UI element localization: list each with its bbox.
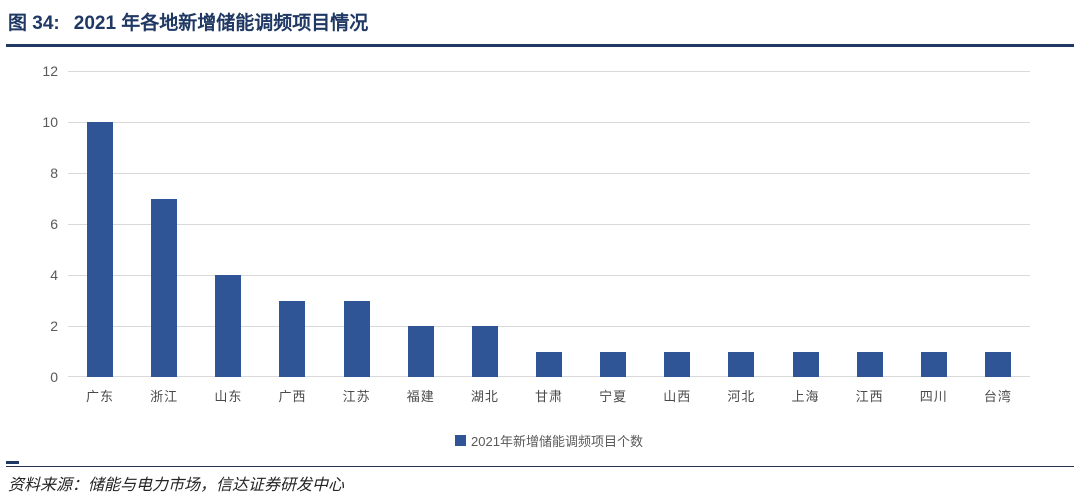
- footer-dash: [6, 461, 19, 464]
- gridline: [68, 71, 1030, 72]
- y-axis-tick-label: 12: [42, 63, 58, 79]
- gridline: [68, 224, 1030, 225]
- x-axis-label: 浙江: [150, 389, 179, 404]
- bar: [984, 351, 1011, 377]
- figure-number: 图 34:: [8, 13, 60, 34]
- y-axis-tick-label: 8: [50, 165, 58, 181]
- x-axis-label: 江西: [855, 389, 884, 404]
- chart-legend: 2021年新增储能调频项目个数: [68, 431, 1030, 450]
- bar: [471, 326, 498, 377]
- gridline: [68, 173, 1030, 174]
- x-axis-label: 四川: [919, 389, 948, 404]
- x-axis-label: 广西: [278, 389, 307, 404]
- x-axis-label: 宁夏: [599, 389, 628, 404]
- x-axis-label: 河北: [727, 389, 756, 404]
- bar: [536, 351, 562, 377]
- gridline: [68, 122, 1030, 123]
- x-axis-label: 山东: [214, 389, 243, 404]
- x-axis-label: 上海: [791, 389, 820, 404]
- x-axis-label: 广东: [86, 389, 115, 404]
- y-axis-tick-label: 4: [50, 267, 58, 283]
- y-axis-tick-label: 10: [42, 114, 58, 130]
- x-axis-label: 台湾: [983, 389, 1012, 404]
- title-divider: [6, 44, 1074, 47]
- x-axis-label: 福建: [406, 389, 435, 404]
- footer-divider: [6, 466, 1074, 467]
- bar: [151, 198, 178, 377]
- x-axis-label: 湖北: [470, 389, 499, 404]
- bar: [856, 351, 883, 377]
- figure-title: 图 34: 2021 年各地新增储能调频项目情况: [8, 8, 368, 35]
- bar: [215, 275, 242, 377]
- bar: [664, 351, 691, 377]
- source-text: 资料来源：储能与电力市场，信达证券研发中心: [8, 477, 345, 494]
- bar: [792, 351, 819, 377]
- y-axis-tick-label: 2: [50, 318, 58, 334]
- y-axis-tick-label: 6: [50, 216, 58, 232]
- bar: [600, 351, 627, 377]
- bar: [343, 300, 370, 377]
- bar: [279, 300, 306, 377]
- x-axis-label: 山西: [663, 389, 692, 404]
- figure-title-text: 2021 年各地新增储能调频项目情况: [73, 13, 369, 34]
- bar: [87, 122, 114, 377]
- legend-label: 2021年新增储能调频项目个数: [471, 434, 643, 449]
- y-axis-tick-label: 0: [50, 369, 58, 385]
- legend-swatch-icon: [455, 435, 467, 446]
- gridline: [68, 326, 1030, 327]
- gridline: [68, 275, 1030, 276]
- x-axis-label: 甘肃: [534, 389, 563, 404]
- plot-area: [68, 71, 1030, 377]
- bar: [728, 351, 755, 377]
- bar: [920, 351, 947, 377]
- x-axis-label: 江苏: [342, 389, 371, 404]
- bar: [407, 326, 434, 377]
